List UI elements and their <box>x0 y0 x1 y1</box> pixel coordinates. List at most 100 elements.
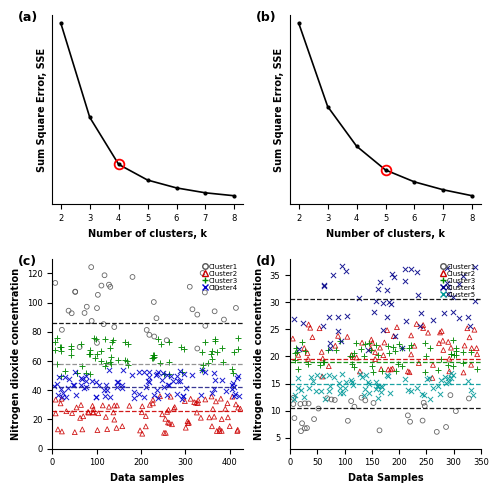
Cluster1 <box>100 271 108 279</box>
Cluster2 <box>234 404 242 412</box>
Cluster3 <box>304 361 312 369</box>
Cluster3 <box>369 368 377 376</box>
Cluster1 <box>194 344 202 352</box>
Cluster2 <box>222 405 230 412</box>
Cluster4 <box>364 346 372 354</box>
Cluster1 <box>80 309 88 317</box>
Cluster2 <box>142 412 150 420</box>
Cluster2 <box>388 365 396 372</box>
Cluster2 <box>316 324 324 332</box>
Cluster1 <box>446 391 454 399</box>
Cluster2 <box>102 413 110 421</box>
Cluster3 <box>392 368 400 375</box>
Cluster3 <box>67 345 75 353</box>
Cluster1 <box>310 415 318 423</box>
Cluster2 <box>228 393 236 401</box>
Cluster2 <box>367 344 375 352</box>
Cluster2 <box>440 346 448 354</box>
Cluster2 <box>470 326 478 333</box>
Cluster5 <box>374 382 382 390</box>
Cluster3 <box>51 346 59 354</box>
Cluster1 <box>105 281 113 288</box>
Cluster5 <box>404 386 412 394</box>
Cluster4 <box>60 373 68 381</box>
Cluster2 <box>52 396 60 404</box>
Cluster1 <box>93 304 101 312</box>
Cluster4 <box>230 379 237 387</box>
Cluster4 <box>234 372 241 380</box>
Cluster3 <box>368 346 376 354</box>
Cluster3 <box>86 350 94 358</box>
Cluster4 <box>329 271 337 279</box>
Cluster5 <box>336 384 344 392</box>
Cluster2 <box>473 350 481 358</box>
Cluster2 <box>348 351 356 359</box>
Cluster4 <box>464 313 472 321</box>
Cluster2 <box>190 398 198 406</box>
Cluster4 <box>105 367 113 374</box>
Cluster2 <box>294 351 302 359</box>
Cluster3 <box>158 340 166 348</box>
Cluster4 <box>53 380 61 388</box>
Cluster1 <box>68 309 76 317</box>
Cluster4 <box>390 273 398 281</box>
Cluster2 <box>162 415 170 423</box>
Cluster4 <box>65 375 73 383</box>
Cluster3 <box>301 347 309 355</box>
Cluster3 <box>350 349 358 357</box>
Cluster2 <box>77 401 85 409</box>
Cluster3 <box>62 367 70 374</box>
Cluster5 <box>445 378 453 386</box>
Cluster4 <box>188 371 196 379</box>
Cluster1 <box>303 424 311 432</box>
Cluster3 <box>444 361 452 369</box>
Cluster3 <box>208 347 216 355</box>
Cluster5 <box>426 395 434 403</box>
Cluster2 <box>136 426 144 434</box>
Cluster4 <box>119 366 127 374</box>
Cluster2 <box>58 427 66 435</box>
Cluster4 <box>179 392 187 400</box>
Cluster1 <box>162 336 170 344</box>
Cluster2 <box>184 419 192 427</box>
Cluster2 <box>94 409 102 417</box>
Cluster4 <box>338 337 345 345</box>
Cluster4 <box>173 390 181 398</box>
Cluster2 <box>344 333 351 341</box>
Cluster4 <box>412 268 420 276</box>
Cluster2 <box>410 342 418 350</box>
Cluster3 <box>472 365 480 373</box>
Cluster1 <box>152 314 160 322</box>
Cluster4 <box>71 369 79 376</box>
Cluster3 <box>460 359 468 367</box>
Cluster3 <box>360 352 368 360</box>
Cluster5 <box>300 393 308 401</box>
Cluster5 <box>467 386 475 394</box>
Cluster3 <box>234 334 241 342</box>
Cluster3 <box>350 363 358 371</box>
Cluster2 <box>429 361 437 369</box>
Cluster1 <box>83 303 91 311</box>
Cluster2 <box>170 403 178 411</box>
Cluster3 <box>150 353 158 361</box>
Cluster3 <box>150 351 158 359</box>
Cluster3 <box>230 348 238 356</box>
Cluster3 <box>198 348 206 356</box>
Cluster2 <box>68 409 76 417</box>
Cluster5 <box>365 389 373 397</box>
Cluster4 <box>211 376 219 384</box>
Cluster4 <box>128 371 136 379</box>
Cluster5 <box>401 375 409 383</box>
Cluster2 <box>224 399 232 407</box>
Cluster5 <box>372 378 380 386</box>
Cluster3 <box>56 371 64 379</box>
Cluster2 <box>218 415 226 423</box>
Cluster2 <box>226 422 234 430</box>
Cluster4 <box>130 388 138 396</box>
Cluster4 <box>130 395 138 403</box>
Cluster4 <box>230 392 237 400</box>
Cluster3 <box>368 362 376 370</box>
Cluster3 <box>460 348 468 356</box>
Cluster1 <box>220 316 228 324</box>
Cluster5 <box>335 378 343 386</box>
